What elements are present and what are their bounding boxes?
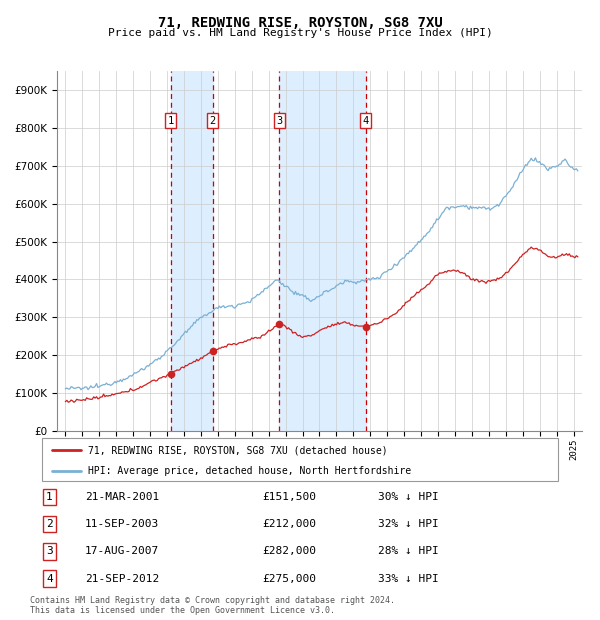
FancyBboxPatch shape (42, 438, 558, 480)
Text: £275,000: £275,000 (262, 574, 316, 583)
Text: 2: 2 (46, 520, 53, 529)
Text: £282,000: £282,000 (262, 546, 316, 556)
Text: 3: 3 (276, 115, 283, 125)
Bar (171, 71, 213, 431)
Text: 71, REDWING RISE, ROYSTON, SG8 7XU: 71, REDWING RISE, ROYSTON, SG8 7XU (158, 16, 442, 30)
Text: £151,500: £151,500 (262, 492, 316, 502)
Text: 33% ↓ HPI: 33% ↓ HPI (378, 574, 439, 583)
Text: 2: 2 (209, 115, 216, 125)
Text: £212,000: £212,000 (262, 520, 316, 529)
Bar (280, 71, 365, 431)
Text: This data is licensed under the Open Government Licence v3.0.: This data is licensed under the Open Gov… (30, 606, 335, 616)
Text: 17-AUG-2007: 17-AUG-2007 (85, 546, 160, 556)
Text: 1: 1 (46, 492, 53, 502)
Text: Contains HM Land Registry data © Crown copyright and database right 2024.: Contains HM Land Registry data © Crown c… (30, 596, 395, 606)
Text: 4: 4 (362, 115, 368, 125)
Text: 11-SEP-2003: 11-SEP-2003 (85, 520, 160, 529)
Text: 21-MAR-2001: 21-MAR-2001 (85, 492, 160, 502)
Text: 71, REDWING RISE, ROYSTON, SG8 7XU (detached house): 71, REDWING RISE, ROYSTON, SG8 7XU (deta… (88, 445, 388, 455)
Text: 21-SEP-2012: 21-SEP-2012 (85, 574, 160, 583)
Text: 30% ↓ HPI: 30% ↓ HPI (378, 492, 439, 502)
Text: 32% ↓ HPI: 32% ↓ HPI (378, 520, 439, 529)
Text: HPI: Average price, detached house, North Hertfordshire: HPI: Average price, detached house, Nort… (88, 466, 412, 476)
Text: Price paid vs. HM Land Registry's House Price Index (HPI): Price paid vs. HM Land Registry's House … (107, 28, 493, 38)
Text: 1: 1 (167, 115, 174, 125)
Text: 28% ↓ HPI: 28% ↓ HPI (378, 546, 439, 556)
Text: 4: 4 (46, 574, 53, 583)
Text: 3: 3 (46, 546, 53, 556)
